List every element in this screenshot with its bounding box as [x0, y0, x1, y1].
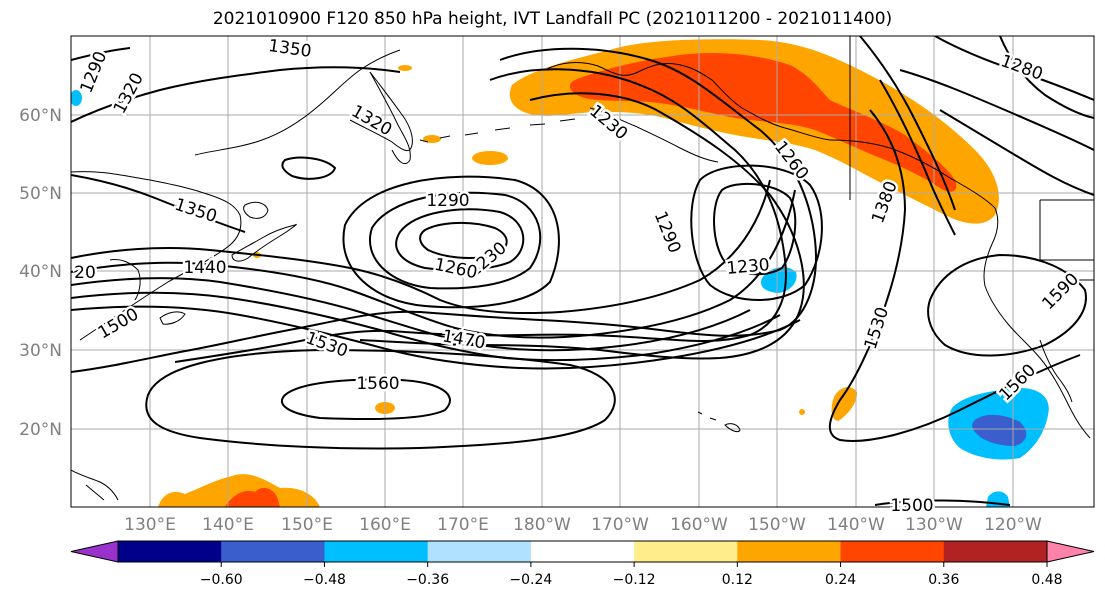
- latitude-labels: 60°N 50°N 40°N 30°N 20°N: [19, 106, 62, 440]
- contour-label: 1440: [183, 258, 226, 278]
- longitude-label: 170°W: [591, 515, 649, 535]
- colorbar-tick-label: −0.24: [509, 572, 552, 588]
- longitude-labels: 130°E 140°E 150°E 160°E 170°E 180°W 170°W 160°W…: [124, 515, 1042, 535]
- graticule: [71, 36, 1094, 507]
- colorbar: −0.60 −0.48 −0.36 −0.24 −0.12 0.12 0.24 0.36 0.4…: [70, 540, 1095, 588]
- coastlines: [71, 36, 1094, 501]
- colorbar-tick-label: −0.36: [406, 572, 449, 588]
- colorbar-tick-label: −0.48: [303, 572, 346, 588]
- colorbar-extend-high: [1046, 540, 1095, 563]
- colorbar-frame: [117, 540, 1048, 563]
- colorbar-tick-label: 0.36: [928, 572, 959, 588]
- south-red-region: [225, 487, 280, 507]
- ivt-positive-fill: [158, 39, 999, 507]
- colorbar-segment: [737, 541, 842, 562]
- small-orange-patch: [423, 135, 441, 143]
- contour-label: 1230: [726, 255, 771, 279]
- cyan-patch-west: [71, 90, 82, 106]
- colorbar-segment: [118, 541, 222, 562]
- latitude-label: 60°N: [19, 106, 62, 126]
- colorbar-segment: [427, 541, 532, 562]
- contour-label: 1560: [356, 374, 399, 394]
- longitude-label: 160°W: [670, 515, 728, 535]
- latitude-label: 30°N: [19, 341, 62, 361]
- alaska-red-region: [569, 53, 957, 192]
- small-orange-patch: [799, 409, 805, 415]
- colorbar-tick-label: 0.12: [722, 572, 753, 588]
- colorbar-segment: [840, 541, 945, 562]
- height-contours: [71, 36, 1094, 506]
- longitude-label: 130°W: [905, 515, 963, 535]
- small-orange-patch: [398, 65, 412, 71]
- longitude-label: 150°E: [281, 515, 333, 535]
- contour-label: 1290: [426, 191, 469, 211]
- longitude-label: 160°E: [359, 515, 411, 535]
- colorbar-tick-label: −0.60: [200, 572, 243, 588]
- latitude-label: 40°N: [19, 262, 62, 282]
- longitude-label: 120°W: [984, 515, 1042, 535]
- longitude-label: 180°W: [513, 515, 571, 535]
- contour-label: 1500: [890, 496, 933, 516]
- longitude-label: 170°E: [437, 515, 489, 535]
- longitude-label: 140°E: [202, 515, 254, 535]
- south-orange-region: [158, 474, 320, 507]
- colorbar-extend-low: [70, 540, 119, 563]
- latitude-label: 50°N: [19, 184, 62, 204]
- colorbar-tick-label: 0.48: [1031, 572, 1062, 588]
- longitude-label: 140°W: [827, 515, 885, 535]
- map-frame: [70, 35, 1095, 508]
- map-title: 2021010900 F120 850 hPa height, IVT Land…: [212, 9, 893, 29]
- colorbar-segment: [530, 541, 635, 562]
- latitude-label: 20°N: [19, 420, 62, 440]
- colorbar-segment: [324, 541, 429, 562]
- colorbar-tick-label: −0.12: [613, 572, 656, 588]
- longitude-label: 130°E: [124, 515, 176, 535]
- hawaii-east-orange: [831, 387, 858, 421]
- colorbar-tick-label: 0.24: [825, 572, 856, 588]
- longitude-label: 150°W: [748, 515, 806, 535]
- colorbar-segment: [943, 541, 1048, 562]
- colorbar-segment: [634, 541, 738, 562]
- small-orange-patch: [472, 151, 508, 165]
- contour-label: 20: [74, 263, 96, 283]
- colorbar-segment: [221, 541, 325, 562]
